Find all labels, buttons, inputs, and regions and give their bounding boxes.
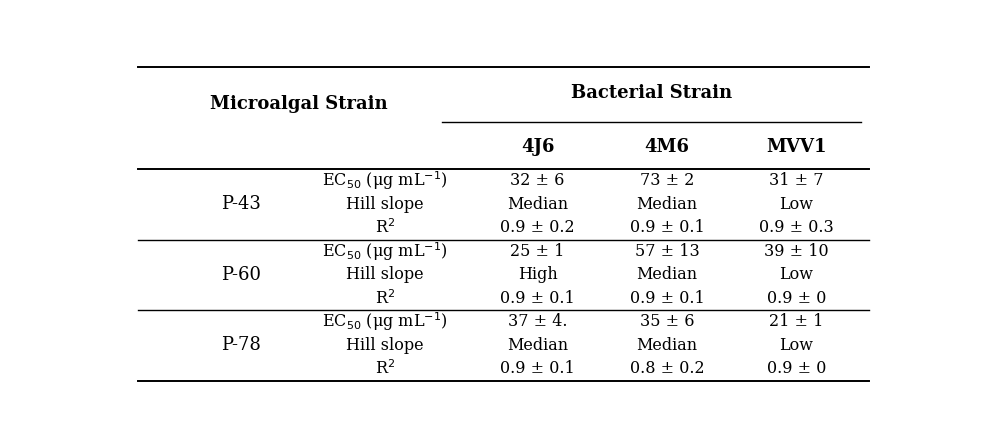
Text: Bacterial Strain: Bacterial Strain	[572, 84, 733, 102]
Text: 37 ± 4.: 37 ± 4.	[508, 313, 568, 330]
Text: 0.9 ± 0: 0.9 ± 0	[767, 290, 826, 307]
Text: 0.9 ± 0.1: 0.9 ± 0.1	[500, 290, 574, 307]
Text: 0.9 ± 0: 0.9 ± 0	[767, 360, 826, 377]
Text: P-60: P-60	[221, 266, 260, 284]
Text: EC$_{50}$ (μg mL$^{-1}$): EC$_{50}$ (μg mL$^{-1}$)	[322, 240, 448, 262]
Text: Median: Median	[636, 266, 697, 283]
Text: Low: Low	[780, 266, 813, 283]
Text: High: High	[518, 266, 558, 283]
Text: 25 ± 1: 25 ± 1	[511, 243, 565, 260]
Text: 0.9 ± 0.1: 0.9 ± 0.1	[629, 219, 704, 236]
Text: 4J6: 4J6	[520, 138, 554, 156]
Text: Hill slope: Hill slope	[347, 337, 424, 354]
Text: Median: Median	[636, 337, 697, 354]
Text: R$^{2}$: R$^{2}$	[375, 219, 396, 237]
Text: Hill slope: Hill slope	[347, 196, 424, 213]
Text: 0.9 ± 0.1: 0.9 ± 0.1	[500, 360, 574, 377]
Text: Hill slope: Hill slope	[347, 266, 424, 283]
Text: Low: Low	[780, 337, 813, 354]
Text: 0.9 ± 0.3: 0.9 ± 0.3	[759, 219, 834, 236]
Text: R$^{2}$: R$^{2}$	[375, 359, 396, 378]
Text: Median: Median	[636, 196, 697, 213]
Text: 0.9 ± 0.2: 0.9 ± 0.2	[500, 219, 574, 236]
Text: 0.8 ± 0.2: 0.8 ± 0.2	[629, 360, 704, 377]
Text: 57 ± 13: 57 ± 13	[634, 243, 699, 260]
Text: 39 ± 10: 39 ± 10	[764, 243, 829, 260]
Text: P-43: P-43	[221, 195, 260, 213]
Text: 35 ± 6: 35 ± 6	[639, 313, 694, 330]
Text: EC$_{50}$ (μg mL$^{-1}$): EC$_{50}$ (μg mL$^{-1}$)	[322, 169, 448, 192]
Text: Low: Low	[780, 196, 813, 213]
Text: 0.9 ± 0.1: 0.9 ± 0.1	[629, 290, 704, 307]
Text: 73 ± 2: 73 ± 2	[639, 172, 694, 189]
Text: Median: Median	[507, 337, 568, 354]
Text: MVV1: MVV1	[766, 138, 827, 156]
Text: R$^{2}$: R$^{2}$	[375, 289, 396, 308]
Text: Microalgal Strain: Microalgal Strain	[210, 95, 388, 113]
Text: EC$_{50}$ (μg mL$^{-1}$): EC$_{50}$ (μg mL$^{-1}$)	[322, 311, 448, 333]
Text: Median: Median	[507, 196, 568, 213]
Text: 31 ± 7: 31 ± 7	[769, 172, 824, 189]
Text: 32 ± 6: 32 ± 6	[511, 172, 565, 189]
Text: P-78: P-78	[221, 336, 260, 354]
Text: 4M6: 4M6	[644, 138, 689, 156]
Text: 21 ± 1: 21 ± 1	[769, 313, 824, 330]
